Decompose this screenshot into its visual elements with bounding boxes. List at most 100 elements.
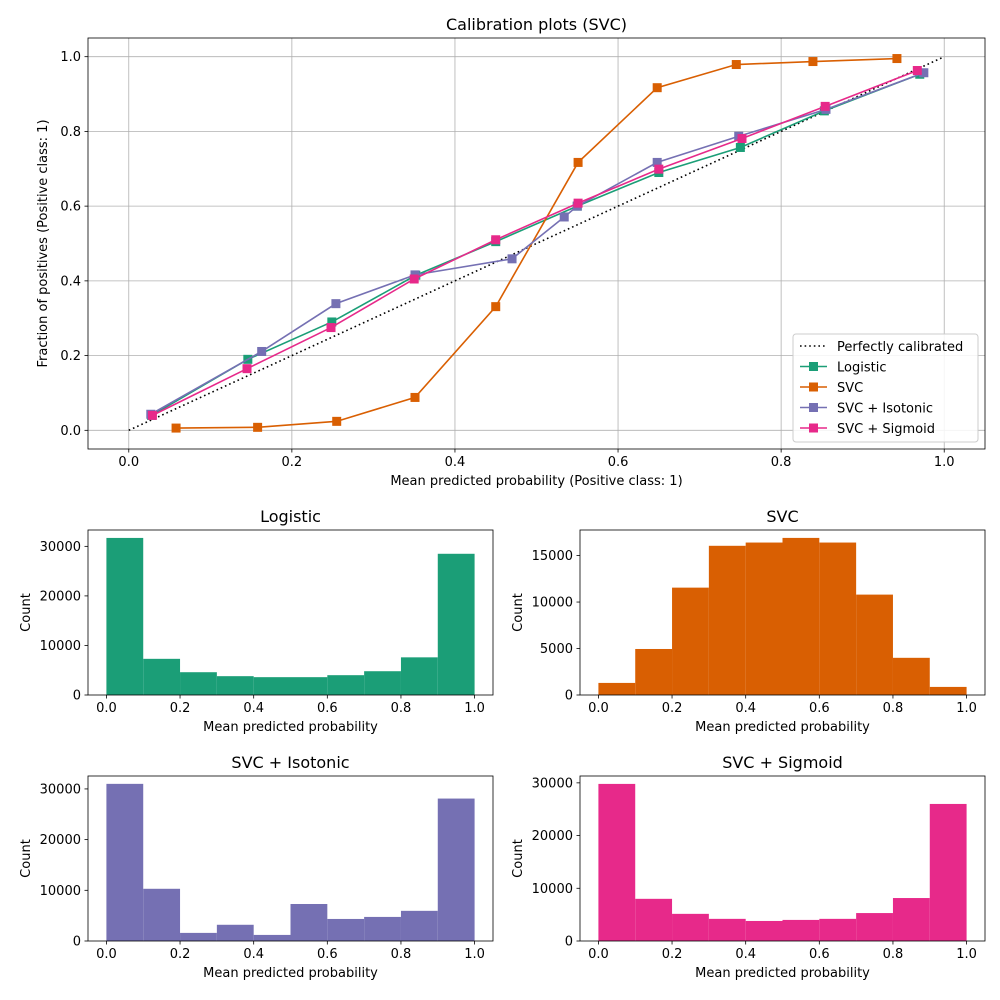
histogram-bar <box>929 686 967 695</box>
y-tick-label: 30000 <box>40 782 81 797</box>
x-tick-label: 0.6 <box>809 947 830 962</box>
x-tick-label: 0.0 <box>96 947 117 962</box>
data-point <box>573 157 583 167</box>
histogram-bar <box>819 542 857 695</box>
chart-title: Logistic <box>260 507 321 526</box>
data-point <box>652 83 662 93</box>
data-point <box>731 60 741 70</box>
axes-frame <box>87 775 494 942</box>
legend: Perfectly calibrated Logistic SVC SVC + Iso… <box>792 333 979 443</box>
legend-item: SVC + Isotonic <box>800 402 933 417</box>
x-tick-label: 0.2 <box>170 947 191 962</box>
x-tick-label: 0.4 <box>243 947 264 962</box>
legend-frame <box>792 333 979 443</box>
x-axis-label: Mean predicted probability <box>695 720 870 735</box>
histogram-bar <box>782 537 820 695</box>
x-tick-label: 0.4 <box>243 701 264 716</box>
x-tick-label: 0.0 <box>118 455 139 470</box>
histogram-bar <box>437 553 475 695</box>
histogram-bar <box>708 918 746 941</box>
data-point <box>327 317 337 327</box>
y-tick-label: 10000 <box>532 882 573 897</box>
histogram-bar <box>745 920 783 941</box>
data-point <box>507 254 517 264</box>
data-point <box>326 323 336 333</box>
plot-area <box>106 783 475 941</box>
histogram-bar <box>143 658 181 695</box>
x-tick-label: 0.6 <box>317 701 338 716</box>
y-tick-label: 5000 <box>540 642 573 657</box>
x-tick-label: 0.6 <box>608 455 629 470</box>
histogram-bar <box>672 587 709 695</box>
histogram-bar <box>437 798 475 941</box>
data-point <box>491 302 501 312</box>
plot-area <box>128 54 945 433</box>
data-point <box>919 68 929 78</box>
y-tick-label: 1.0 <box>60 50 81 65</box>
plot-area <box>598 537 967 695</box>
y-axis-label: Count <box>511 839 526 878</box>
histogram-bar <box>745 542 783 695</box>
y-tick-label: 10000 <box>40 884 81 899</box>
x-tick-label: 0.2 <box>662 947 683 962</box>
legend-swatch-marker <box>809 423 818 433</box>
plot-area <box>598 783 967 941</box>
y-tick-label: 20000 <box>40 589 81 604</box>
legend-label: Logistic <box>837 361 886 376</box>
histogram-bar <box>216 924 254 941</box>
y-tick-label: 0.6 <box>60 200 81 215</box>
histogram-bar <box>143 888 181 941</box>
axes-frame <box>87 37 986 450</box>
histogram-bar <box>364 671 401 695</box>
legend-swatch-marker <box>809 362 818 371</box>
x-tick-label: 0.8 <box>771 455 792 470</box>
y-axis-label: Count <box>511 593 526 632</box>
legend-item: SVC <box>800 381 863 396</box>
data-point <box>331 299 341 309</box>
axes-frame <box>579 529 986 696</box>
histogram-bar <box>672 913 709 941</box>
data-point <box>242 364 252 374</box>
histogram-bar <box>253 934 291 941</box>
x-axis-label: Mean predicted probability <box>695 966 870 981</box>
x-tick-label: 1.0 <box>934 455 955 470</box>
x-tick-label: 0.2 <box>662 701 683 716</box>
y-tick-label: 0 <box>565 935 573 950</box>
histogram-bar <box>598 682 636 695</box>
legend-item: SVC + Sigmoid <box>800 422 935 437</box>
histogram-bar <box>253 677 291 695</box>
x-tick-label: 1.0 <box>464 947 485 962</box>
histogram-bar <box>598 783 636 941</box>
data-point <box>654 164 664 174</box>
x-tick-label: 0.6 <box>809 701 830 716</box>
x-tick-label: 0.8 <box>391 701 412 716</box>
legend-swatch-marker <box>809 382 818 392</box>
y-tick-label: 30000 <box>532 776 573 791</box>
y-tick-label: 20000 <box>40 833 81 848</box>
y-tick-label: 10000 <box>532 596 573 611</box>
histogram-bar <box>327 918 365 941</box>
histogram-bar <box>106 537 144 695</box>
histogram-bar <box>856 913 893 941</box>
y-tick-label: 0.0 <box>60 424 81 439</box>
series-line <box>176 57 897 429</box>
x-tick-label: 0.8 <box>883 947 904 962</box>
data-point <box>332 416 342 426</box>
data-point <box>820 101 830 111</box>
histogram-bar <box>180 932 217 941</box>
data-point <box>573 198 583 208</box>
series-svc-sigmoid <box>147 66 922 420</box>
legend-label: Perfectly calibrated <box>837 340 963 355</box>
data-point <box>892 54 902 64</box>
histogram-bar <box>819 918 857 941</box>
x-tick-label: 0.4 <box>445 455 466 470</box>
y-axis-label: Count <box>19 839 34 878</box>
histogram-bar <box>400 910 438 941</box>
legend-label: SVC <box>837 381 863 396</box>
histogram-bar <box>782 919 820 941</box>
histogram-bar <box>290 677 328 695</box>
y-tick-label: 30000 <box>40 540 81 555</box>
data-point <box>912 66 922 76</box>
axes-0: 0.0 0.2 0.4 0.6 0.8 1.0 0.0 0.2 0.4 0.6 0.8 1.0 Cali… <box>36 15 986 489</box>
x-tick-label: 0.8 <box>391 947 412 962</box>
